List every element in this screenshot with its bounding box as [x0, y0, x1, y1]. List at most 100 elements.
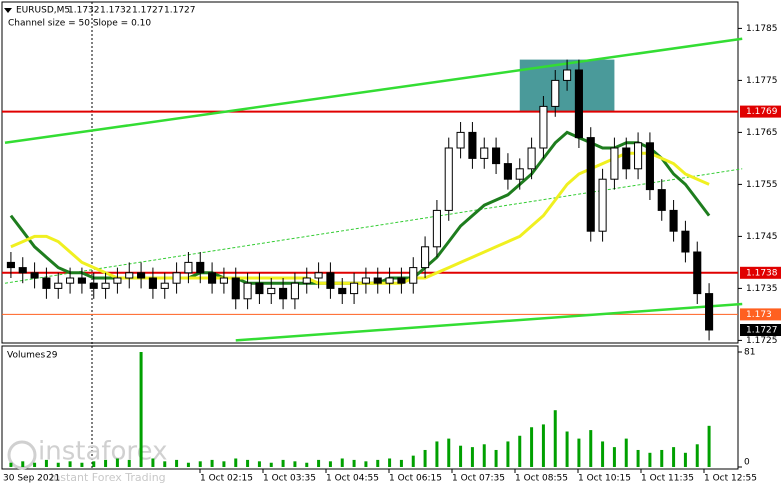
volume-bar: [601, 441, 605, 467]
watermark-tagline: Instant Forex Trading: [50, 471, 166, 484]
volume-bar: [175, 459, 179, 467]
watermark-logo: [7, 440, 37, 470]
volume-bar: [470, 447, 474, 467]
candle-body: [18, 267, 27, 274]
x-tick-label: 1 Oct 02:15: [200, 474, 253, 484]
level-tag: [740, 266, 781, 279]
candle-body: [54, 282, 63, 289]
candle-body: [267, 287, 276, 295]
volume-bar: [328, 461, 332, 467]
volume-bar: [234, 458, 238, 467]
candle-body: [196, 261, 205, 274]
volume-bar: [672, 447, 676, 467]
volume-bar: [151, 458, 155, 467]
candle-body: [492, 147, 501, 165]
volume-bar: [305, 462, 309, 467]
candle-body: [515, 168, 524, 180]
volume-bar: [565, 431, 569, 467]
candle-body: [137, 272, 146, 279]
volume-bar: [648, 452, 652, 467]
candle-body: [125, 272, 134, 279]
candle-body: [480, 147, 489, 159]
volume-bar: [624, 438, 628, 467]
x-tick-label: 1 Oct 12:55: [704, 474, 757, 484]
candle-body: [243, 282, 252, 300]
indicator-settings: Channel size = 50 Slope = 0.10: [8, 19, 151, 29]
candle-body: [208, 272, 217, 284]
ohlc-value: 1.1732: [68, 6, 100, 16]
level-label: 1.1738: [746, 268, 778, 278]
y-tick-label: 1.1755: [746, 180, 778, 190]
x-start-label: 30 Sep 2021: [3, 474, 60, 484]
volume-bar: [127, 459, 131, 467]
y-tick-label: 1.1745: [746, 232, 778, 242]
y-tick-label: 1.1785: [746, 24, 778, 34]
volume-bar: [553, 410, 557, 467]
candle-body: [456, 131, 465, 149]
candle-body: [184, 261, 193, 274]
volume-bar: [139, 352, 143, 467]
candle-body: [586, 137, 595, 232]
volume-panel: [1, 345, 739, 470]
volume-bar: [340, 458, 344, 467]
volume-bar: [56, 462, 60, 467]
candle-body: [421, 246, 430, 269]
volume-bar: [482, 444, 486, 467]
candle-body: [598, 178, 607, 232]
volume-current: 29: [46, 351, 58, 361]
candle-body: [160, 282, 169, 289]
volume-bar: [683, 452, 687, 467]
candle-body: [539, 105, 548, 149]
candle-body: [42, 277, 51, 289]
volume-bar: [577, 438, 581, 467]
volume-bar: [68, 461, 72, 467]
candle-body: [302, 277, 311, 284]
candle-body: [361, 277, 370, 284]
volume-bar: [44, 459, 48, 467]
volume-bar: [269, 462, 273, 467]
candle-body: [574, 69, 583, 139]
volume-bar: [695, 444, 699, 467]
watermark-brand: instaforex: [38, 437, 167, 467]
candle-body: [563, 69, 572, 81]
candle-body: [610, 147, 619, 180]
candle-body: [172, 272, 181, 284]
menu-arrow[interactable]: [4, 8, 12, 13]
x-tick-label: 1 Oct 04:55: [326, 474, 379, 484]
volume-bar: [660, 449, 664, 467]
volume-bar: [198, 461, 202, 467]
volume-bar: [530, 427, 534, 467]
y-tick-label: 1.1735: [746, 284, 778, 294]
candle-body: [255, 282, 264, 295]
volume-bar: [364, 461, 368, 467]
current-price: 1.1727: [746, 326, 778, 336]
candle-body: [527, 147, 536, 170]
volume-bar: [707, 425, 711, 467]
volume-bar: [494, 449, 498, 467]
candle-body: [314, 272, 323, 279]
candle-body: [290, 282, 299, 300]
volume-bar: [447, 438, 451, 467]
candle-body: [113, 277, 122, 284]
y-tick-label: 1.1725: [746, 336, 778, 346]
candle-body: [503, 163, 512, 180]
volume-bar: [115, 458, 119, 467]
candle-body: [89, 282, 98, 289]
volume-bar: [293, 461, 297, 467]
price-panel: [1, 1, 739, 344]
candle-body: [468, 131, 477, 159]
volume-bar: [435, 441, 439, 467]
candle-body: [373, 277, 382, 284]
volume-bar: [459, 445, 463, 467]
volume-bar: [612, 447, 616, 467]
volume-bar: [411, 455, 415, 467]
volume-bar: [388, 458, 392, 467]
volume-bar: [92, 461, 96, 467]
volume-tick-label: 81: [744, 348, 755, 358]
channel-line: [4, 168, 743, 284]
volume-bar: [33, 462, 37, 467]
volume-bar: [376, 459, 380, 467]
candle-body: [231, 277, 240, 300]
